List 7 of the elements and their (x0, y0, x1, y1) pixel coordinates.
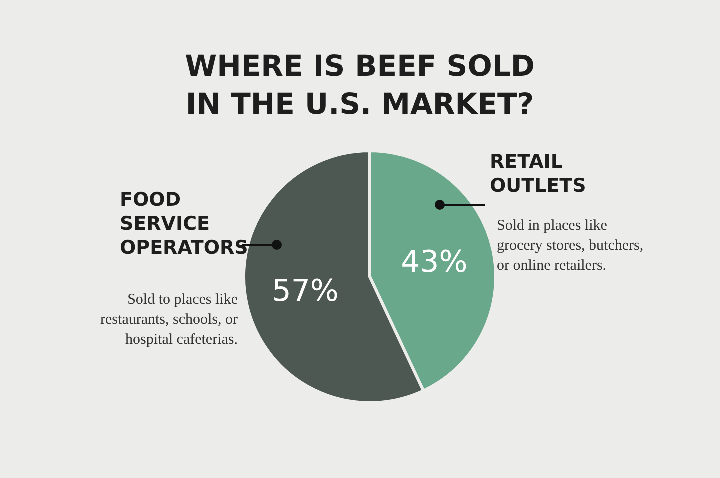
slice-label: RETAIL OUTLETS (490, 150, 586, 198)
data-label: 57% (272, 274, 339, 309)
data-label: 43% (401, 245, 468, 280)
slice-label: FOOD SERVICE OPERATORS (120, 188, 248, 260)
chart-title: WHERE IS BEEF SOLD IN THE U.S. MARKET? (185, 49, 535, 121)
text: Sold to places like restaurants, schools, or hospital cafeterias. (100, 291, 238, 350)
text: Sold in places like grocery stores, butchers, or online retailers. (497, 217, 645, 276)
